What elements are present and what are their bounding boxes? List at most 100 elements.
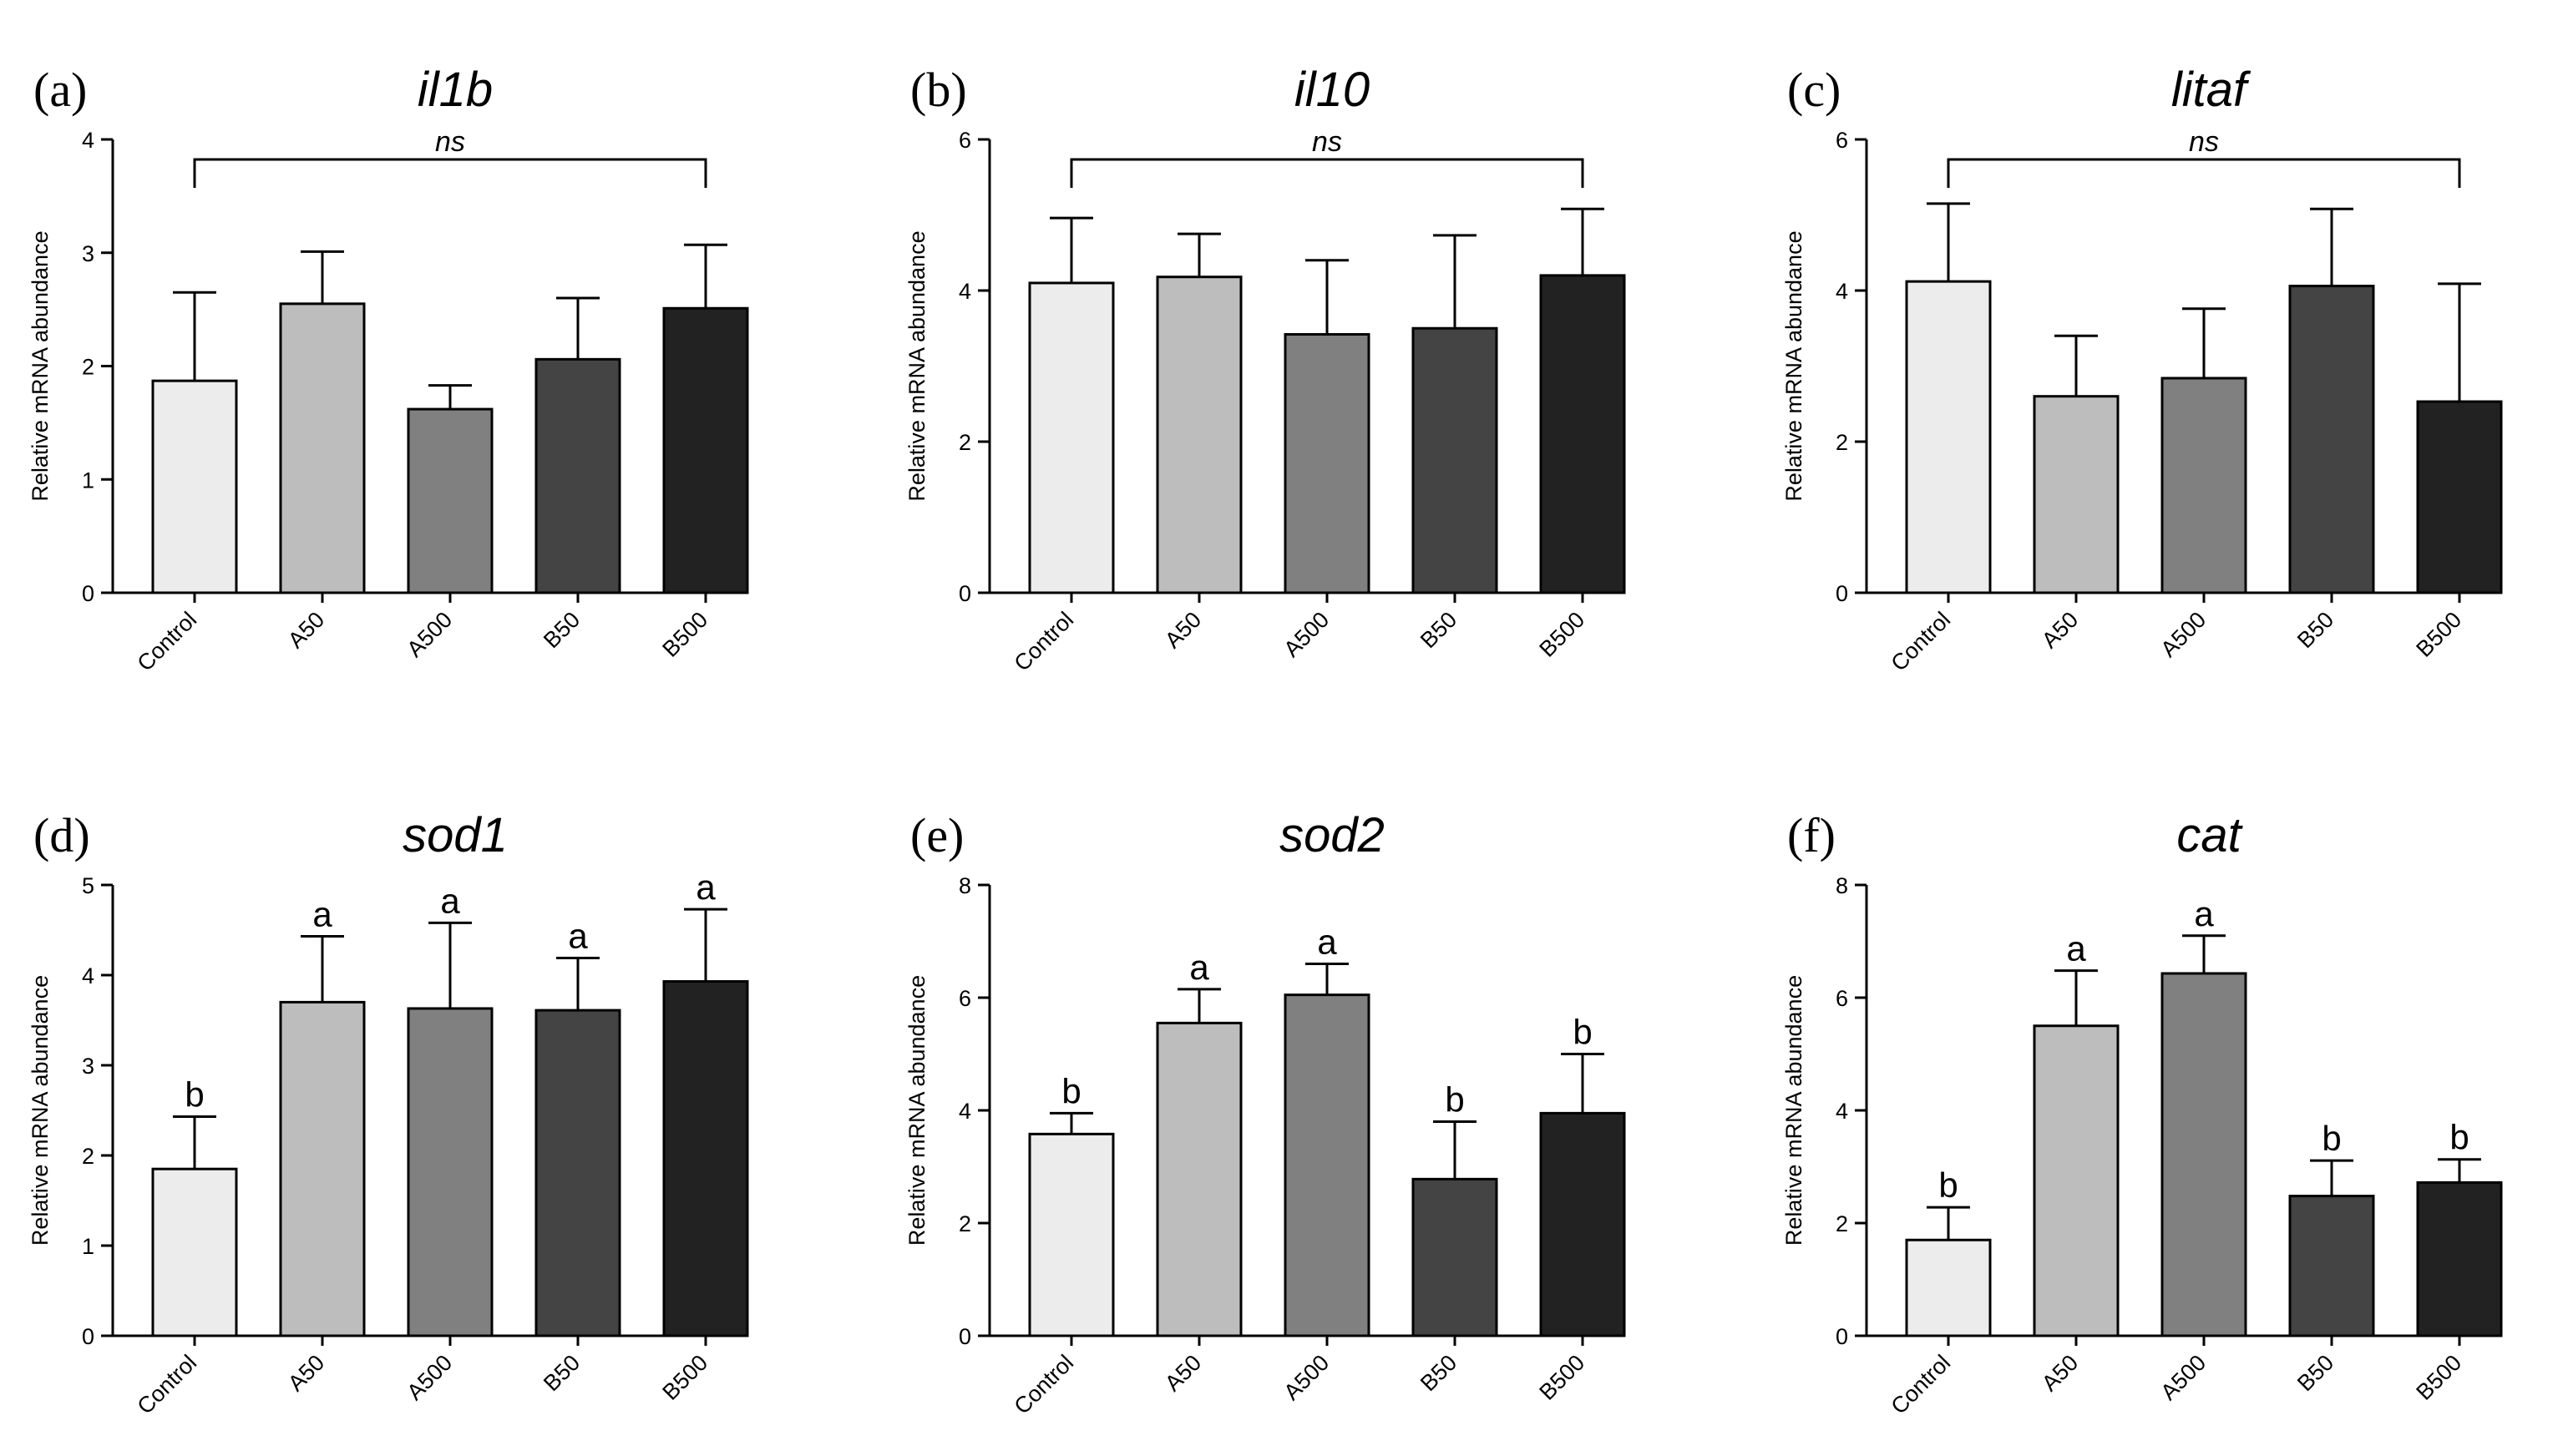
bar-A500 <box>2160 972 2247 1337</box>
panel-label: (a) <box>33 63 87 117</box>
bar-A500 <box>407 407 494 594</box>
bar-B50 <box>534 1009 621 1337</box>
y-tick-label: 2 <box>82 355 94 380</box>
x-tick-label: A50 <box>1160 1350 1206 1396</box>
bar-A50 <box>1156 1021 1243 1337</box>
y-tick-label: 6 <box>959 128 971 153</box>
bar-B500 <box>662 980 749 1337</box>
chart-title: litaf <box>2171 63 2251 117</box>
x-tick-label: A500 <box>402 1350 457 1405</box>
panel-label: (c) <box>1787 63 1841 117</box>
chart-panel-cat: (f) cat 0 2 4 6 8 Relative mRNA abundance Contro… <box>1781 808 2503 1419</box>
bar-Control <box>1028 281 1115 594</box>
y-tick-label: 0 <box>1836 581 1848 606</box>
significance-letter: b <box>2449 1118 2469 1157</box>
y-tick-label: 3 <box>82 241 94 266</box>
y-tick-label: 4 <box>959 279 971 304</box>
y-axis-label: Relative mRNA abundance <box>28 230 53 501</box>
x-tick-label: A500 <box>2155 607 2211 662</box>
x-tick-label: Control <box>132 1350 201 1419</box>
significance-letter: b <box>1938 1165 1958 1205</box>
bar-A500 <box>1284 332 1370 594</box>
significance-letter: b <box>1061 1071 1081 1110</box>
panel-label: (b) <box>910 63 967 117</box>
y-tick-label: 8 <box>959 873 971 898</box>
x-tick-label: B500 <box>657 607 712 662</box>
ns-annotation: ns <box>2189 126 2219 158</box>
x-tick-label: A50 <box>2037 1350 2083 1396</box>
x-tick-label: B500 <box>2411 1350 2466 1405</box>
y-tick-label: 8 <box>1836 873 1848 898</box>
y-tick-label: 1 <box>82 1234 94 1259</box>
bar-Control <box>151 1167 238 1337</box>
x-tick-label: B500 <box>657 1350 712 1405</box>
x-tick-label: B50 <box>2292 607 2338 653</box>
x-tick-label: B50 <box>539 1350 585 1396</box>
bar-A50 <box>2033 395 2120 594</box>
chart-title: il10 <box>1294 63 1370 117</box>
significance-letter: b <box>185 1075 204 1115</box>
y-axis-label: Relative mRNA abundance <box>904 975 929 1246</box>
significance-letter: a <box>568 916 588 955</box>
y-tick-label: 2 <box>959 430 971 455</box>
significance-letter: a <box>1189 948 1209 987</box>
y-tick-label: 4 <box>82 128 94 153</box>
bar-Control <box>1905 280 1992 594</box>
bar-A500 <box>2160 377 2247 594</box>
significance-letter: a <box>2066 929 2086 968</box>
chart-title: sod2 <box>1279 808 1385 862</box>
y-tick-label: 4 <box>1836 1099 1848 1124</box>
x-tick-label: A500 <box>1279 607 1334 662</box>
bar-B500 <box>1539 274 1626 594</box>
y-tick-label: 4 <box>959 1099 971 1124</box>
y-tick-label: 5 <box>82 873 94 898</box>
ns-bracket <box>193 158 707 188</box>
bar-B500 <box>1539 1111 1626 1337</box>
y-tick-label: 4 <box>82 963 94 988</box>
x-tick-label: B500 <box>2411 607 2466 662</box>
chart-panel-litaf: (c) litaf 0 2 4 6 Relative mRNA abundance Contr… <box>1781 63 2503 676</box>
y-tick-label: 0 <box>959 1324 971 1349</box>
bar-B500 <box>2416 400 2503 594</box>
bar-B50 <box>1411 326 1498 594</box>
bar-Control <box>1905 1238 1992 1337</box>
y-tick-label: 2 <box>1836 430 1848 455</box>
chart-title: cat <box>2176 808 2243 862</box>
panel-label: (f) <box>1787 808 1836 862</box>
bar-B50 <box>534 357 621 594</box>
y-tick-label: 0 <box>959 581 971 606</box>
bar-B50 <box>2288 1195 2375 1337</box>
significance-letter: a <box>1317 923 1337 962</box>
x-tick-label: A500 <box>402 607 457 662</box>
bar-A50 <box>279 302 366 594</box>
y-axis-label: Relative mRNA abundance <box>904 230 929 501</box>
x-tick-label: Control <box>1886 1350 1955 1419</box>
y-axis-label: Relative mRNA abundance <box>1781 230 1806 501</box>
y-tick-label: 2 <box>82 1144 94 1169</box>
x-tick-label: Control <box>132 607 201 676</box>
chart-title: il1b <box>418 63 493 117</box>
bar-Control <box>1028 1132 1115 1337</box>
y-tick-label: 3 <box>82 1054 94 1079</box>
bar-A50 <box>2033 1024 2120 1337</box>
y-tick-label: 2 <box>1836 1211 1848 1236</box>
panel-label: (d) <box>33 808 90 862</box>
significance-letter: a <box>312 895 332 934</box>
x-tick-label: A50 <box>1160 607 1206 653</box>
bar-A500 <box>407 1007 494 1337</box>
chart-title: sod1 <box>403 808 508 862</box>
significance-letter: b <box>2322 1119 2341 1158</box>
x-tick-label: B50 <box>1416 607 1461 653</box>
x-tick-label: B500 <box>1534 607 1589 662</box>
significance-letter: a <box>440 881 460 920</box>
x-tick-label: A500 <box>2155 1350 2211 1405</box>
bar-A50 <box>279 1000 366 1337</box>
x-tick-label: A50 <box>283 1350 329 1396</box>
y-tick-label: 0 <box>82 581 94 606</box>
x-tick-label: A50 <box>283 607 329 653</box>
x-tick-label: A500 <box>1279 1350 1334 1405</box>
bar-B50 <box>1411 1177 1498 1337</box>
chart-panel-il10: (b) il10 0 2 4 6 Relative mRNA abundance Contro… <box>904 63 1626 676</box>
y-axis-label: Relative mRNA abundance <box>28 975 53 1246</box>
ns-annotation: ns <box>435 126 465 158</box>
